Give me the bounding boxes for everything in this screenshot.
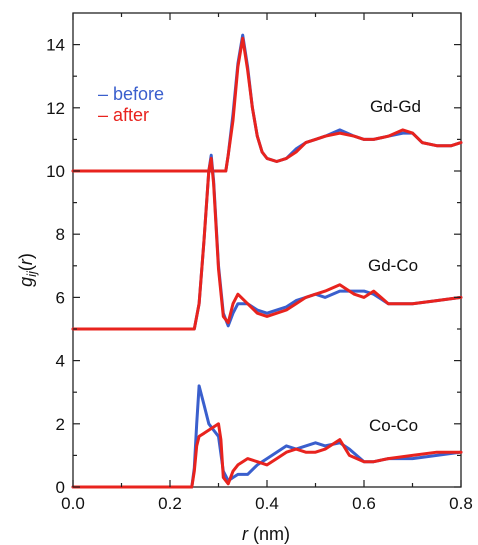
x-tick-label: 0.6 bbox=[352, 494, 376, 513]
x-tick-label: 0.0 bbox=[61, 494, 85, 513]
curve-label-co-co: Co-Co bbox=[369, 416, 418, 435]
y-tick-label: 4 bbox=[56, 352, 65, 371]
series-line-co-co-before bbox=[71, 384, 463, 489]
x-axis-label: r (nm) bbox=[242, 524, 290, 544]
curve-label-gd-co: Gd-Co bbox=[368, 256, 418, 275]
y-tick-label: 12 bbox=[46, 99, 65, 118]
legend-after: – after bbox=[98, 105, 149, 125]
ticks-layer: 0.0 0.2 0.4 0.6 0.8 0 2 4 6 8 10 12 14 bbox=[46, 13, 473, 513]
y-tick-label: 6 bbox=[56, 288, 65, 307]
series-layer bbox=[71, 33, 463, 489]
svg-text:r (nm): r (nm) bbox=[242, 524, 290, 544]
x-tick-label: 0.4 bbox=[255, 494, 279, 513]
x-tick-label: 0.2 bbox=[158, 494, 182, 513]
y-tick-label: 2 bbox=[56, 415, 65, 434]
series-line-co-co-after bbox=[71, 422, 463, 489]
series-line-gd-gd-after bbox=[71, 36, 463, 173]
legend: – before – after bbox=[98, 84, 164, 125]
y-axis-label: gij(r) bbox=[16, 253, 39, 287]
curve-label-gd-gd: Gd-Gd bbox=[370, 97, 421, 116]
y-tick-label: 0 bbox=[56, 478, 65, 497]
y-tick-label: 14 bbox=[46, 36, 65, 55]
legend-before: – before bbox=[98, 84, 164, 104]
series-line-gd-co-after bbox=[71, 156, 463, 331]
y-tick-label: 8 bbox=[56, 225, 65, 244]
x-tick-label: 0.8 bbox=[449, 494, 473, 513]
y-tick-label: 10 bbox=[46, 162, 65, 181]
svg-text:gij(r): gij(r) bbox=[16, 253, 39, 287]
